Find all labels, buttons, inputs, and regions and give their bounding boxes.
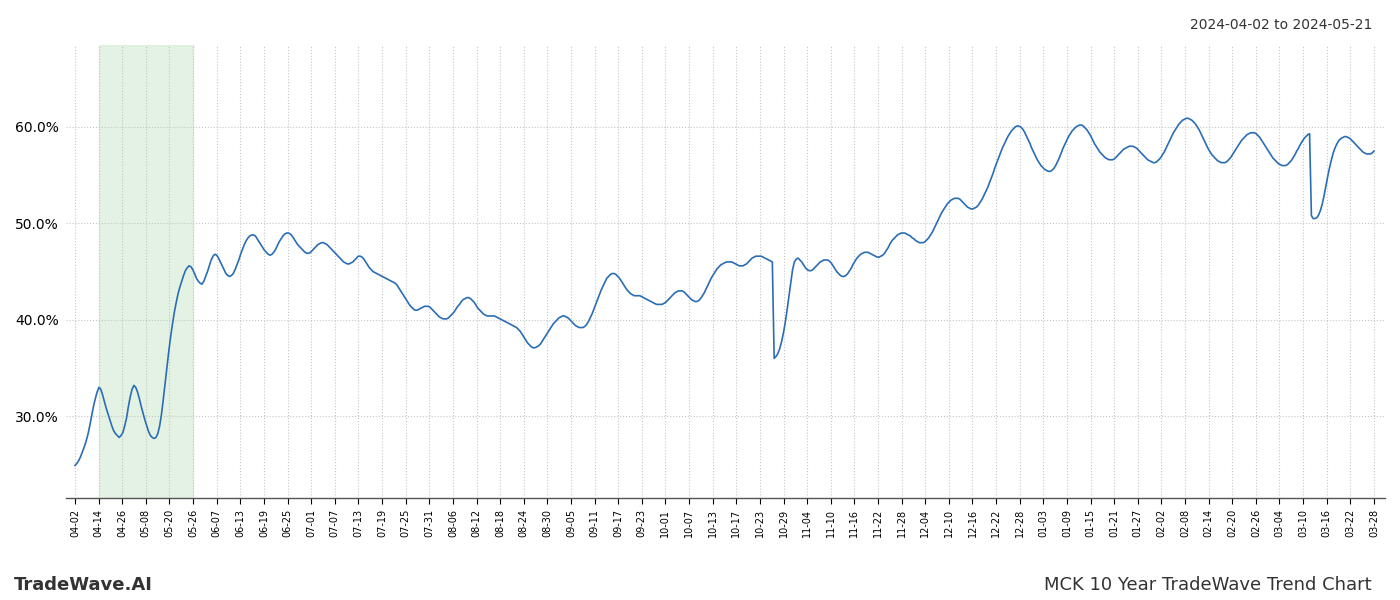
Text: MCK 10 Year TradeWave Trend Chart: MCK 10 Year TradeWave Trend Chart	[1044, 576, 1372, 594]
Bar	[98, 45, 193, 498]
Text: TradeWave.AI: TradeWave.AI	[14, 576, 153, 594]
Text: 2024-04-02 to 2024-05-21: 2024-04-02 to 2024-05-21	[1190, 18, 1372, 32]
